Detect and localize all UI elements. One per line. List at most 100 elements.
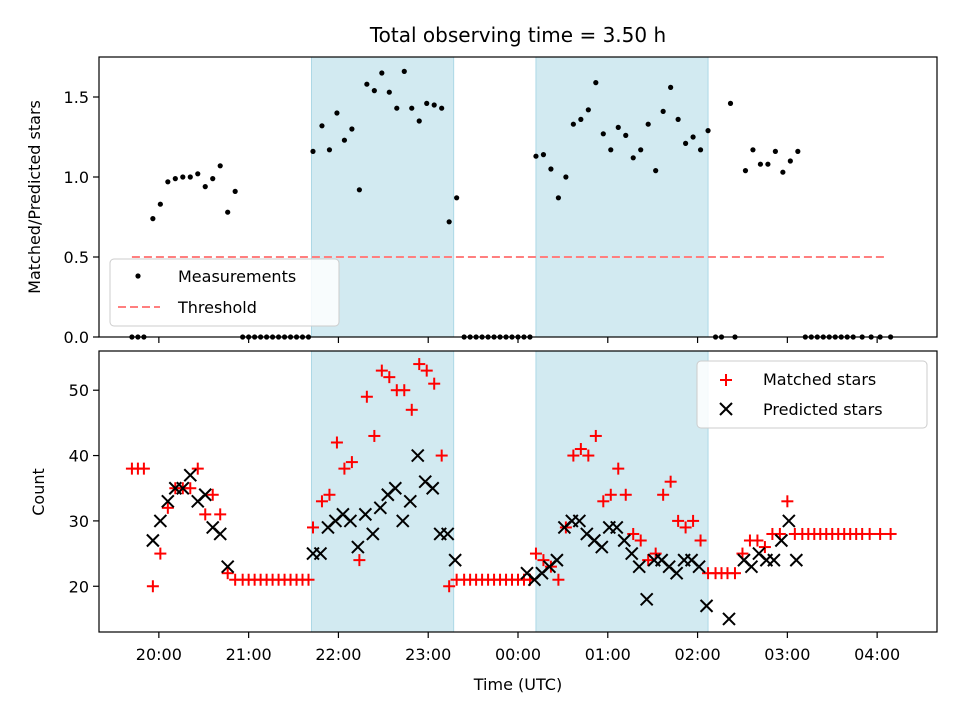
measurement-point bbox=[334, 110, 340, 116]
bottom-y-ticks: 20 30 40 50 bbox=[69, 381, 99, 596]
predicted-star-point bbox=[425, 481, 440, 495]
y-tick-label: 30 bbox=[69, 512, 89, 531]
y-tick-label: 40 bbox=[69, 447, 89, 466]
predicted-star-point bbox=[220, 559, 235, 574]
x-tick-label: 03:00 bbox=[764, 645, 810, 664]
measurement-point bbox=[180, 174, 186, 180]
matched-star-point bbox=[694, 534, 707, 547]
predicted-star-point bbox=[722, 612, 736, 626]
measurement-point bbox=[416, 118, 422, 124]
measurement-point bbox=[772, 148, 778, 154]
measurement-point bbox=[690, 134, 696, 140]
matched-star-point bbox=[559, 521, 572, 534]
matched-star-point bbox=[728, 567, 741, 580]
measurement-point bbox=[409, 105, 415, 111]
measurement-point bbox=[439, 105, 445, 111]
predicted-star-point bbox=[767, 553, 781, 567]
predicted-star-point bbox=[351, 540, 365, 554]
measurement-point bbox=[727, 100, 734, 106]
matched-star-point bbox=[413, 358, 426, 371]
measurement-point bbox=[660, 108, 666, 114]
x-tick-label: 04:00 bbox=[854, 645, 900, 664]
predicted-star-point bbox=[411, 448, 425, 463]
bottom-y-axis-label: Count bbox=[29, 468, 48, 516]
matched-star-point bbox=[405, 403, 418, 416]
shaded-span bbox=[535, 56, 709, 338]
matched-star-point bbox=[612, 462, 625, 475]
x-tick-label: 20:00 bbox=[136, 645, 182, 664]
measurement-point bbox=[150, 216, 156, 222]
predicted-star-point bbox=[343, 514, 358, 528]
legend-matched-label: Matched stars bbox=[763, 370, 876, 389]
x-axis-label: Time (UTC) bbox=[473, 675, 562, 694]
y-tick-label: 0.5 bbox=[64, 248, 89, 267]
matched-star-point bbox=[398, 384, 411, 397]
measurement-point bbox=[630, 155, 636, 161]
predicted-star-point bbox=[782, 514, 796, 528]
predicted-star-point bbox=[610, 520, 624, 535]
predicted-star-point bbox=[572, 514, 587, 528]
matched-star-point bbox=[582, 449, 595, 462]
predicted-star-point bbox=[403, 494, 417, 509]
predicted-star-point bbox=[448, 553, 462, 567]
legend-measurements-label: Measurements bbox=[178, 267, 296, 286]
top-x-ticks bbox=[158, 337, 878, 343]
measurement-point bbox=[401, 68, 407, 74]
predicted-star-point bbox=[692, 559, 706, 574]
matched-star-point bbox=[664, 475, 677, 488]
matched-star-point bbox=[161, 501, 174, 514]
predicted-star-point bbox=[595, 540, 609, 554]
predicted-star-point bbox=[617, 533, 631, 548]
matched-star-point bbox=[360, 390, 373, 403]
matched-star-point bbox=[863, 527, 876, 540]
matched-star-point bbox=[323, 488, 336, 501]
matched-star-point bbox=[589, 429, 602, 442]
matched-star-point bbox=[306, 521, 319, 534]
predicted-star-point bbox=[373, 501, 388, 515]
measurement-point bbox=[750, 147, 756, 153]
measurement-point bbox=[172, 176, 178, 182]
matched-star-point bbox=[302, 573, 315, 586]
shaded-span bbox=[535, 350, 709, 633]
matched-star-point bbox=[428, 377, 441, 390]
predicted-star-point bbox=[789, 553, 804, 567]
predicted-star-point bbox=[396, 514, 410, 528]
predicted-star-points bbox=[146, 448, 804, 626]
matched-star-point bbox=[146, 580, 159, 593]
measurement-point bbox=[600, 131, 606, 137]
legend-matched-marker bbox=[720, 374, 732, 386]
x-tick-label: 23:00 bbox=[405, 645, 451, 664]
measurement-point bbox=[187, 174, 193, 180]
matched-star-point bbox=[634, 534, 647, 547]
matched-star-point bbox=[672, 514, 685, 527]
bottom-legend-box bbox=[696, 360, 928, 429]
measurement-point bbox=[578, 116, 584, 122]
predicted-star-point bbox=[639, 592, 654, 607]
measurement-point bbox=[540, 152, 547, 158]
measurement-point bbox=[319, 123, 325, 129]
matched-star-point bbox=[375, 364, 388, 377]
measurement-point bbox=[371, 88, 377, 94]
matched-star-point bbox=[383, 371, 396, 384]
measurement-point bbox=[623, 132, 629, 138]
top-legend: Measurements Threshold bbox=[109, 258, 340, 327]
y-tick-label: 0.0 bbox=[64, 328, 89, 347]
predicted-star-point bbox=[774, 533, 789, 548]
matched-star-point bbox=[221, 567, 234, 580]
measurement-point bbox=[454, 195, 460, 201]
top-panel: 0.0 0.5 1.0 1.5 Matched/Predicted stars Mea… bbox=[25, 56, 938, 347]
shaded-span bbox=[310, 350, 455, 633]
matched-star-points bbox=[125, 358, 897, 593]
legend-predicted-label: Predicted stars bbox=[763, 400, 883, 419]
top-y-ticks: 0.0 0.5 1.0 1.5 bbox=[64, 88, 99, 347]
measurement-point bbox=[697, 147, 704, 153]
x-tick-label: 01:00 bbox=[585, 645, 631, 664]
measurement-point bbox=[668, 84, 674, 90]
measurement-point bbox=[356, 187, 362, 193]
measurement-point bbox=[341, 137, 348, 143]
predicted-star-point bbox=[153, 514, 168, 528]
measurement-point bbox=[157, 201, 163, 207]
predicted-star-point bbox=[625, 546, 639, 561]
